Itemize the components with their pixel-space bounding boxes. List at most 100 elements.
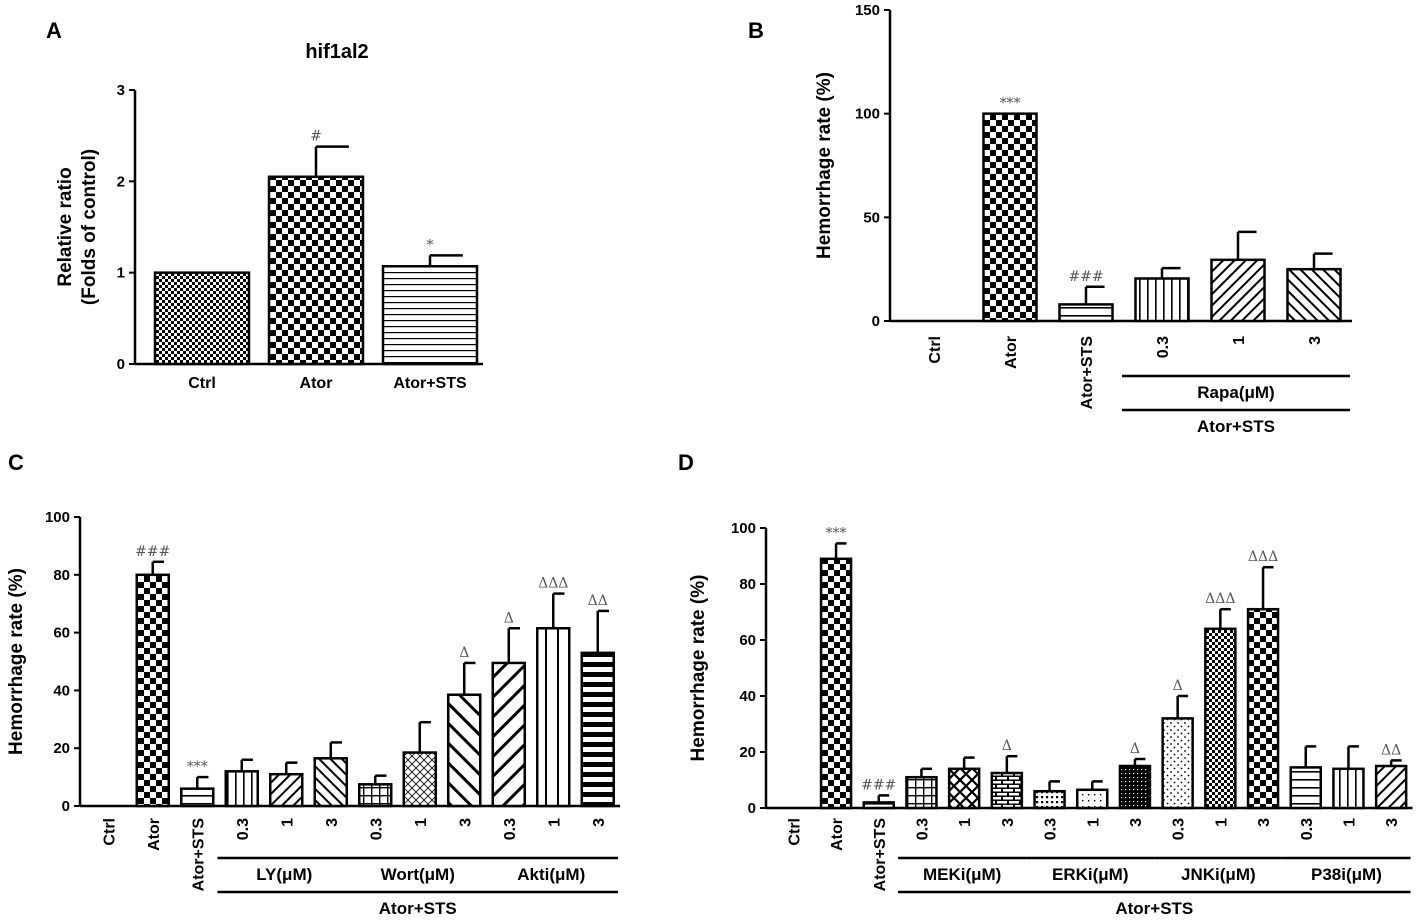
- bar-0-3: [905, 775, 938, 810]
- significance-marker: *: [427, 237, 434, 253]
- bar-group: [1332, 745, 1365, 810]
- y-tick-label: 50: [863, 209, 880, 226]
- significance-marker: ***: [187, 759, 208, 775]
- panel-label: B: [748, 18, 764, 43]
- bar-group: [1076, 780, 1109, 810]
- bar-0-3: [1134, 277, 1190, 323]
- chart-panel-c: C 0 20 40 60 80 100 Hemorrhage rate (%) Ctrl ### A…: [6, 450, 620, 918]
- x-tick-label: 0.3: [502, 818, 519, 840]
- x-tick-label: 0.3: [1043, 818, 1060, 840]
- bar-ator: [267, 175, 365, 366]
- y-axis-title: Hemorrhage rate (%): [814, 72, 835, 259]
- bar-3: [1246, 607, 1280, 810]
- bar-3: [1286, 267, 1342, 323]
- bar-0-3: [358, 783, 393, 808]
- x-tick-label: 1: [1231, 336, 1248, 345]
- bar-3: [580, 651, 615, 808]
- x-tick-label: 0.3: [235, 818, 252, 840]
- group-label: Akti(μM): [517, 865, 585, 884]
- x-tick-label: Ator: [300, 375, 333, 392]
- bar-group: ΔΔΔ: [536, 576, 571, 808]
- x-tick-label: 0.3: [914, 818, 931, 840]
- y-tick-label: 0: [62, 798, 70, 815]
- bar-group: #: [267, 129, 365, 366]
- significance-marker: ΔΔ: [588, 593, 608, 609]
- x-tick-label: 0.3: [1299, 818, 1316, 840]
- bar-ator: [982, 112, 1038, 323]
- bar-group: [1210, 230, 1266, 323]
- x-tick-label: 3: [1384, 818, 1401, 827]
- bar-ator: [819, 557, 853, 810]
- chart-panel-d: D 0 20 40 60 80 100 Hemorrhage rate (%) Ctrl *** A…: [678, 450, 1413, 918]
- bar-group: [269, 761, 304, 808]
- y-tick-label: 0: [117, 356, 125, 373]
- significance-marker: Δ: [459, 645, 469, 661]
- bar-ator-sts: [1058, 303, 1114, 323]
- bar-0-3: [1161, 717, 1194, 810]
- x-tick-label: 1: [957, 818, 974, 827]
- group-label: Wort(μM): [381, 865, 455, 884]
- bar-3: [1118, 764, 1152, 810]
- bar-group: *: [381, 237, 479, 366]
- x-tick-label: 1: [279, 818, 296, 827]
- y-tick-label: 0: [872, 313, 880, 330]
- y-axis-title-line: (Folds of control): [79, 149, 100, 305]
- bar-3: [447, 693, 482, 808]
- bar-0-3: [224, 770, 259, 808]
- group-label: Ator+STS: [379, 899, 457, 918]
- significance-marker: ###: [1068, 269, 1103, 285]
- bar-group: Δ: [1161, 678, 1194, 810]
- bar-group: [905, 767, 938, 810]
- x-tick-label: Ctrl: [188, 375, 216, 392]
- group-label: Ator+STS: [1197, 417, 1275, 436]
- bar-ator-sts: [862, 801, 895, 810]
- chart-title: hif1al2: [305, 41, 368, 63]
- bar-3: [313, 757, 348, 808]
- x-tick-label: 3: [1128, 818, 1145, 827]
- x-tick-label: Ator+STS: [393, 375, 467, 392]
- x-tick-label: 3: [457, 818, 474, 827]
- x-tick-label: 3: [1256, 818, 1273, 827]
- bar-1: [402, 751, 437, 808]
- y-tick-label: 2: [117, 173, 125, 190]
- x-tick-label: 3: [1307, 336, 1324, 345]
- y-tick-label: 80: [739, 576, 756, 593]
- bar-1: [1210, 258, 1266, 323]
- bar-0-3: [1289, 766, 1322, 810]
- chart-panel-b: B 0 50 100 150 Hemorrhage rate (%) Ctrl *** Ator…: [748, 2, 1352, 436]
- significance-marker: ΔΔΔ: [538, 576, 568, 592]
- x-tick-label: 0.3: [1155, 336, 1172, 358]
- x-tick-label: Ator: [829, 818, 846, 851]
- bar-group: ΔΔΔ: [1204, 591, 1237, 810]
- x-tick-label: 0.3: [1171, 818, 1188, 840]
- y-tick-label: 100: [855, 106, 880, 123]
- bar-1: [536, 627, 571, 808]
- group-label: P38i(μM): [1311, 865, 1382, 884]
- bar-ator-sts: [180, 787, 215, 808]
- significance-marker: ΔΔΔ: [1205, 591, 1235, 607]
- bar-group: [1033, 780, 1066, 810]
- bar-3: [1374, 764, 1408, 810]
- group-label: LY(μM): [256, 865, 312, 884]
- panel-label: A: [46, 18, 62, 43]
- y-axis-title: Hemorrhage rate (%): [6, 568, 27, 755]
- y-tick-label: 40: [739, 688, 756, 705]
- bar-ator: [135, 573, 170, 808]
- bar-group: ΔΔ: [1374, 742, 1408, 810]
- bar-0-3: [1033, 789, 1066, 810]
- bar-group: [1286, 252, 1342, 323]
- x-tick-label: 3: [324, 818, 341, 827]
- y-tick-label: 150: [855, 2, 880, 19]
- significance-marker: ΔΔΔ: [1248, 549, 1278, 565]
- y-tick-label: 1: [117, 265, 125, 282]
- bar-3: [990, 771, 1024, 810]
- significance-marker: Δ: [1130, 741, 1140, 757]
- bar-group: ***: [180, 759, 215, 808]
- significance-marker: ***: [826, 525, 847, 541]
- y-axis-title: Relative ratio (Folds of control): [55, 149, 100, 305]
- significance-marker: ###: [135, 544, 170, 560]
- x-tick-label: 1: [546, 818, 563, 827]
- significance-marker: Δ: [1173, 678, 1183, 694]
